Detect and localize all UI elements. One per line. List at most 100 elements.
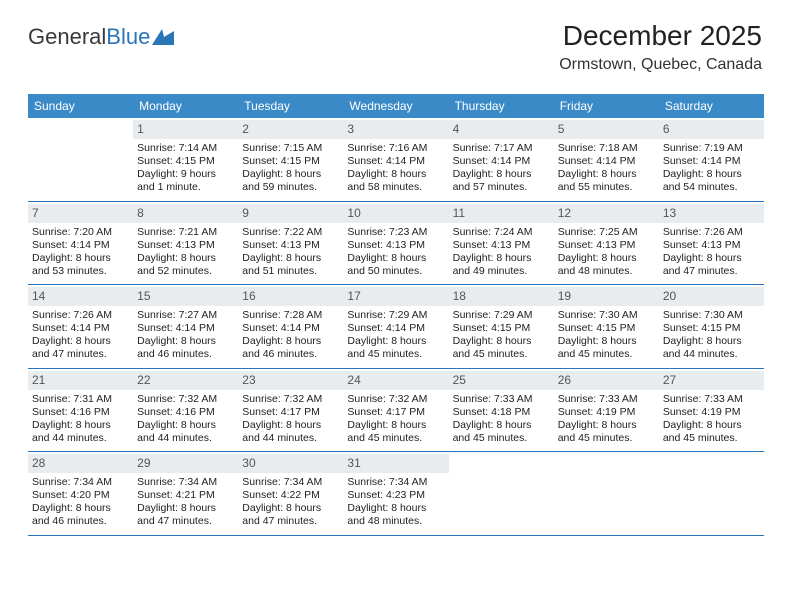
daylight-line: Daylight: 8 hours and 45 minutes. — [663, 419, 760, 445]
calendar-week: 7Sunrise: 7:20 AMSunset: 4:14 PMDaylight… — [28, 202, 764, 286]
weekday-label: Friday — [554, 94, 659, 118]
weekday-label: Tuesday — [238, 94, 343, 118]
day-number: 17 — [343, 287, 448, 306]
daylight-line: Daylight: 8 hours and 46 minutes. — [137, 335, 234, 361]
daylight-line: Daylight: 8 hours and 52 minutes. — [137, 252, 234, 278]
calendar-cell: 6Sunrise: 7:19 AMSunset: 4:14 PMDaylight… — [659, 118, 764, 201]
day-number: 20 — [659, 287, 764, 306]
sunrise-line: Sunrise: 7:33 AM — [558, 393, 655, 406]
day-number: 28 — [28, 454, 133, 473]
day-number: 27 — [659, 371, 764, 390]
calendar-cell: 12Sunrise: 7:25 AMSunset: 4:13 PMDayligh… — [554, 202, 659, 285]
sunset-line: Sunset: 4:19 PM — [558, 406, 655, 419]
logo-mark-icon — [152, 29, 174, 45]
page-header: December 2025 Ormstown, Quebec, Canada — [559, 20, 762, 74]
sunset-line: Sunset: 4:23 PM — [347, 489, 444, 502]
sunrise-line: Sunrise: 7:34 AM — [242, 476, 339, 489]
daylight-line: Daylight: 8 hours and 47 minutes. — [137, 502, 234, 528]
sunset-line: Sunset: 4:14 PM — [242, 322, 339, 335]
calendar-cell: 8Sunrise: 7:21 AMSunset: 4:13 PMDaylight… — [133, 202, 238, 285]
daylight-line: Daylight: 8 hours and 47 minutes. — [32, 335, 129, 361]
calendar-cell — [659, 452, 764, 535]
day-number: 24 — [343, 371, 448, 390]
daylight-line: Daylight: 8 hours and 48 minutes. — [558, 252, 655, 278]
day-number: 25 — [449, 371, 554, 390]
sunset-line: Sunset: 4:15 PM — [558, 322, 655, 335]
sunset-line: Sunset: 4:17 PM — [347, 406, 444, 419]
sunset-line: Sunset: 4:14 PM — [453, 155, 550, 168]
day-number: 30 — [238, 454, 343, 473]
weekday-label: Monday — [133, 94, 238, 118]
calendar-cell — [554, 452, 659, 535]
daylight-line: Daylight: 8 hours and 59 minutes. — [242, 168, 339, 194]
calendar-cell: 13 Sunrise: 7:26 AMSunset: 4:13 PMDayligh… — [659, 202, 764, 285]
calendar-cell: 7Sunrise: 7:20 AMSunset: 4:14 PMDaylight… — [28, 202, 133, 285]
daylight-line: Daylight: 8 hours and 57 minutes. — [453, 168, 550, 194]
calendar-week: 21Sunrise: 7:31 AMSunset: 4:16 PMDayligh… — [28, 369, 764, 453]
daylight-line: Daylight: 8 hours and 44 minutes. — [663, 335, 760, 361]
sunrise-line: Sunrise: 7:21 AM — [137, 226, 234, 239]
sunset-line: Sunset: 4:14 PM — [32, 239, 129, 252]
calendar-cell: 3Sunrise: 7:16 AMSunset: 4:14 PMDaylight… — [343, 118, 448, 201]
sunset-line: Sunset: 4:13 PM — [242, 239, 339, 252]
sunset-line: Sunset: 4:13 PM — [663, 239, 760, 252]
daylight-line: Daylight: 8 hours and 46 minutes. — [32, 502, 129, 528]
daylight-line: Daylight: 8 hours and 47 minutes. — [242, 502, 339, 528]
sunrise-line: Sunrise: 7:26 AM — [32, 309, 129, 322]
sunrise-line: Sunrise: 7:30 AM — [558, 309, 655, 322]
sunset-line: Sunset: 4:21 PM — [137, 489, 234, 502]
sunrise-line: Sunrise: 7:25 AM — [558, 226, 655, 239]
sunrise-line: Sunrise: 7:23 AM — [347, 226, 444, 239]
sunset-line: Sunset: 4:17 PM — [242, 406, 339, 419]
daylight-line: Daylight: 8 hours and 45 minutes. — [347, 419, 444, 445]
calendar-cell: 26Sunrise: 7:33 AMSunset: 4:19 PMDayligh… — [554, 369, 659, 452]
sunrise-line: Sunrise: 7:33 AM — [453, 393, 550, 406]
sunrise-line: Sunrise: 7:22 AM — [242, 226, 339, 239]
day-number: 4 — [449, 120, 554, 139]
sunset-line: Sunset: 4:15 PM — [453, 322, 550, 335]
day-number: 29 — [133, 454, 238, 473]
day-number: 13 — [659, 204, 764, 223]
sunset-line: Sunset: 4:13 PM — [558, 239, 655, 252]
weekday-label: Thursday — [449, 94, 554, 118]
logo: GeneralBlue — [28, 24, 174, 50]
calendar-cell: 17Sunrise: 7:29 AMSunset: 4:14 PMDayligh… — [343, 285, 448, 368]
calendar-cell: 4Sunrise: 7:17 AMSunset: 4:14 PMDaylight… — [449, 118, 554, 201]
sunrise-line: Sunrise: 7:24 AM — [453, 226, 550, 239]
sunset-line: Sunset: 4:22 PM — [242, 489, 339, 502]
daylight-line: Daylight: 8 hours and 47 minutes. — [663, 252, 760, 278]
calendar-cell: 20Sunrise: 7:30 AMSunset: 4:15 PMDayligh… — [659, 285, 764, 368]
calendar-cell — [28, 118, 133, 201]
sunrise-line: Sunrise: 7:15 AM — [242, 142, 339, 155]
calendar-cell: 31Sunrise: 7:34 AMSunset: 4:23 PMDayligh… — [343, 452, 448, 535]
day-number: 21 — [28, 371, 133, 390]
day-number: 3 — [343, 120, 448, 139]
sunrise-line: Sunrise: 7:18 AM — [558, 142, 655, 155]
day-number: 18 — [449, 287, 554, 306]
day-number: 9 — [238, 204, 343, 223]
day-number: 1 — [133, 120, 238, 139]
calendar-cell: 10Sunrise: 7:23 AMSunset: 4:13 PMDayligh… — [343, 202, 448, 285]
day-number: 31 — [343, 454, 448, 473]
daylight-line: Daylight: 8 hours and 45 minutes. — [453, 335, 550, 361]
daylight-line: Daylight: 8 hours and 45 minutes. — [558, 419, 655, 445]
calendar-cell — [449, 452, 554, 535]
calendar-cell: 16Sunrise: 7:28 AMSunset: 4:14 PMDayligh… — [238, 285, 343, 368]
sunset-line: Sunset: 4:14 PM — [137, 322, 234, 335]
logo-text-1: General — [28, 24, 106, 50]
daylight-line: Daylight: 8 hours and 48 minutes. — [347, 502, 444, 528]
daylight-line: Daylight: 8 hours and 44 minutes. — [32, 419, 129, 445]
weekday-header: SundayMondayTuesdayWednesdayThursdayFrid… — [28, 94, 764, 118]
sunset-line: Sunset: 4:14 PM — [347, 322, 444, 335]
day-number: 14 — [28, 287, 133, 306]
sunset-line: Sunset: 4:13 PM — [453, 239, 550, 252]
daylight-line: Daylight: 8 hours and 44 minutes. — [242, 419, 339, 445]
sunset-line: Sunset: 4:14 PM — [663, 155, 760, 168]
sunset-line: Sunset: 4:15 PM — [663, 322, 760, 335]
calendar-cell: 11Sunrise: 7:24 AMSunset: 4:13 PMDayligh… — [449, 202, 554, 285]
calendar-cell: 15Sunrise: 7:27 AMSunset: 4:14 PMDayligh… — [133, 285, 238, 368]
calendar-cell: 30 Sunrise: 7:34 AMSunset: 4:22 PMDayligh… — [238, 452, 343, 535]
sunrise-line: Sunrise: 7:26 AM — [663, 226, 760, 239]
sunset-line: Sunset: 4:15 PM — [137, 155, 234, 168]
calendar-cell: 21Sunrise: 7:31 AMSunset: 4:16 PMDayligh… — [28, 369, 133, 452]
